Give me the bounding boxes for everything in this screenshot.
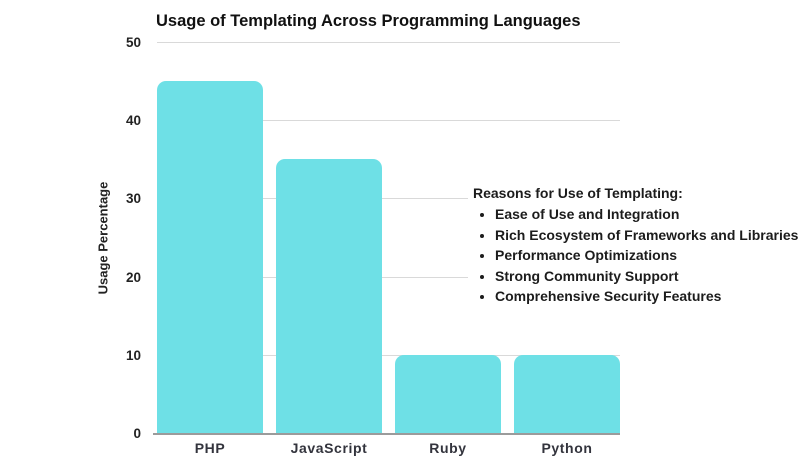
x-axis-line <box>153 433 620 435</box>
x-axis-label-ruby: Ruby <box>429 440 467 456</box>
chart-title: Usage of Templating Across Programming L… <box>156 12 581 30</box>
bar-php <box>157 81 263 433</box>
bar-javascript <box>276 159 382 433</box>
y-tick-label-0: 0 <box>133 426 141 441</box>
annotation-bullet-3: Strong Community Support <box>495 266 794 287</box>
annotation-heading: Reasons for Use of Templating: <box>473 185 683 201</box>
x-axis-label-javascript: JavaScript <box>290 440 368 456</box>
bar-ruby <box>395 354 501 433</box>
y-tick-label-40: 40 <box>125 113 141 129</box>
annotation-bullet-2: Performance Optimizations <box>495 245 794 266</box>
x-axis-label-php: PHP <box>194 440 226 456</box>
annotation-box: Reasons for Use of Templating: Ease of U… <box>468 185 798 307</box>
gridline-40 <box>157 120 620 122</box>
annotation-bullet-0: Ease of Use and Integration <box>495 204 794 225</box>
y-tick-label-50: 50 <box>125 35 141 50</box>
gridline-20 <box>157 276 620 278</box>
annotation-bullet-1: Rich Ecosystem of Frameworks and Librari… <box>495 225 798 246</box>
bar-python <box>514 354 620 433</box>
gridline-10 <box>157 354 620 356</box>
y-tick-label-30: 30 <box>125 191 141 207</box>
y-axis-ticks: 0 10 20 30 40 50 <box>88 0 141 470</box>
gridline-30 <box>157 198 620 200</box>
bars-container <box>157 43 620 433</box>
y-tick-label-20: 20 <box>125 269 141 285</box>
plot-area <box>153 42 620 435</box>
annotation-bullet-4: Comprehensive Security Features <box>495 286 794 307</box>
y-tick-label-10: 10 <box>125 347 141 363</box>
gridline-50 <box>157 42 620 43</box>
annotation-bullet-list: Ease of Use and IntegrationRich Ecosyste… <box>468 204 798 307</box>
x-axis-label-python: Python <box>541 440 593 456</box>
x-axis-labels: PHP JavaScript Ruby Python <box>157 440 620 456</box>
